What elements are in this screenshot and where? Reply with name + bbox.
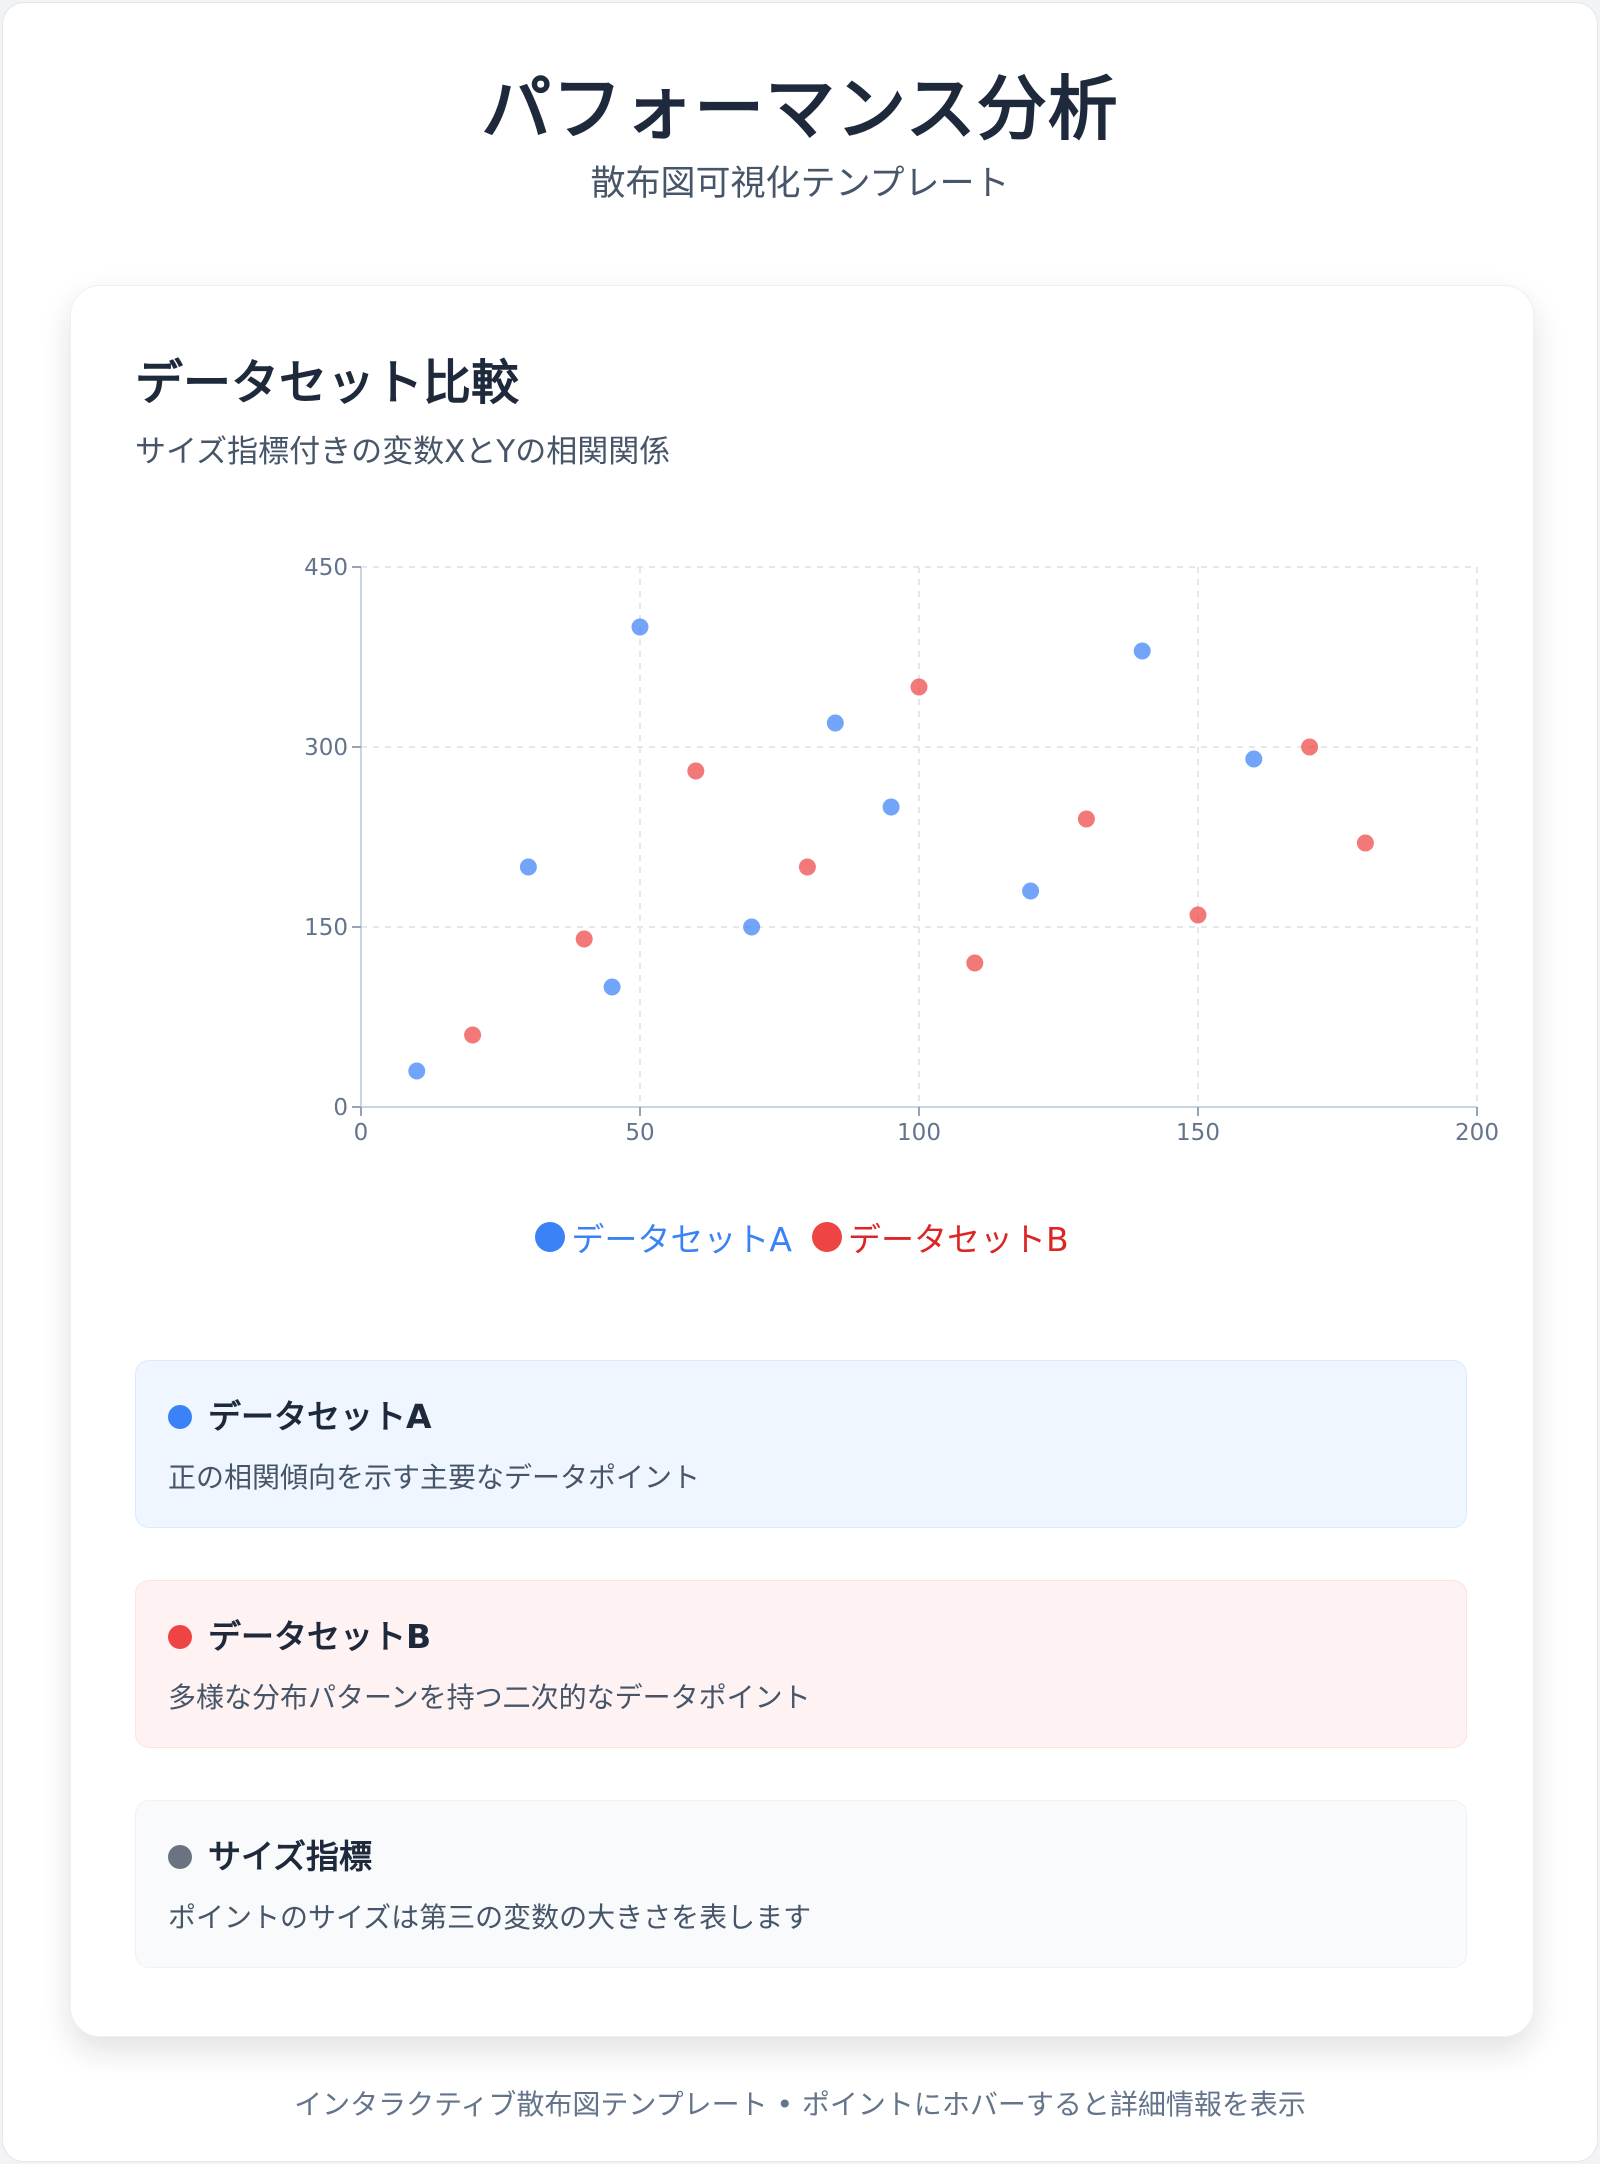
y-tick-label: 150 [304, 915, 348, 941]
data-point-dataset-b [687, 762, 705, 780]
data-point-dataset-b [966, 954, 984, 972]
data-point-dataset-a [1133, 642, 1151, 660]
legend-label-dataset-b: データセットB [847, 1220, 1069, 1259]
data-point-dataset-b [1189, 906, 1207, 924]
x-tick-label: 0 [354, 1120, 369, 1146]
info-title-dataset-a: データセットA [208, 1397, 432, 1436]
info-title-dataset-b: データセットB [208, 1617, 432, 1656]
legend-item-dataset-a[interactable]: データセットA [535, 1213, 792, 1261]
legend-label-dataset-a: データセットA [571, 1220, 792, 1259]
page-subtitle: 散布図可視化テンプレート [590, 164, 1010, 204]
data-point-dataset-a [826, 714, 844, 732]
data-point-dataset-b [575, 930, 593, 948]
chart-card: データセット比較 サイズ指標付きの変数XとYの相関関係 0 50 100 150 200… [70, 285, 1534, 2037]
data-point-dataset-b [1356, 834, 1374, 852]
scatter-chart: 0 50 100 150 200 0 150 300 450 [304, 555, 1499, 1146]
chart-legend: データセットA データセットB [71, 1213, 1533, 1261]
info-box-dataset-a: データセットA 正の相関傾向を示す主要なデータポイント [135, 1360, 1467, 1528]
info-text-dataset-b: 多様な分布パターンを持つ二次的なデータポイント [168, 1681, 811, 1714]
data-point-dataset-a [408, 1062, 426, 1080]
info-box-dataset-b: データセットB 多様な分布パターンを持つ二次的なデータポイント [135, 1580, 1467, 1748]
x-tick-label: 150 [1176, 1120, 1220, 1146]
data-point-dataset-a [1022, 882, 1040, 900]
info-box-size-metric: サイズ指標 ポイントのサイズは第三の変数の大きさを表します [135, 1800, 1467, 1968]
data-point-dataset-a [631, 618, 649, 636]
page-title: パフォーマンス分析 [481, 68, 1119, 150]
data-point-dataset-b [910, 678, 928, 696]
data-point-dataset-a [1245, 750, 1263, 768]
page-footer: インタラクティブ散布図テンプレート • ポイントにホバーすると詳細情報を表示 [294, 2088, 1306, 2121]
legend-dot-dataset-b [811, 1222, 842, 1252]
data-point-dataset-b [1077, 810, 1095, 828]
legend-dot-dataset-a [535, 1222, 566, 1252]
data-point-dataset-b [464, 1026, 482, 1044]
info-text-dataset-a: 正の相関傾向を示す主要なデータポイント [168, 1461, 701, 1494]
data-point-dataset-a [882, 798, 900, 816]
y-tick-label: 300 [304, 735, 348, 761]
x-tick-label: 100 [897, 1120, 941, 1146]
legend-item-dataset-b[interactable]: データセットB [811, 1213, 1069, 1261]
x-tick-label: 200 [1455, 1120, 1499, 1146]
dataset-a-dot-icon [168, 1405, 192, 1429]
size-metric-dot-icon [168, 1845, 192, 1869]
data-point-dataset-b [1301, 738, 1319, 756]
data-point-dataset-a [743, 918, 761, 936]
info-text-size-metric: ポイントのサイズは第三の変数の大きさを表します [168, 1901, 812, 1934]
data-point-dataset-a [519, 858, 537, 876]
page-header: パフォーマンス分析 散布図可視化テンプレート [3, 61, 1597, 207]
card-title: データセット比較 [135, 355, 520, 411]
y-tick-label: 0 [333, 1095, 348, 1121]
card-description: サイズ指標付きの変数XとYの相関関係 [135, 434, 671, 470]
data-point-dataset-b [798, 858, 816, 876]
y-tick-label: 450 [304, 555, 348, 581]
info-title-size-metric: サイズ指標 [208, 1837, 373, 1876]
x-tick-label: 50 [625, 1120, 654, 1146]
dataset-b-dot-icon [168, 1625, 192, 1649]
data-point-dataset-a [603, 978, 621, 996]
